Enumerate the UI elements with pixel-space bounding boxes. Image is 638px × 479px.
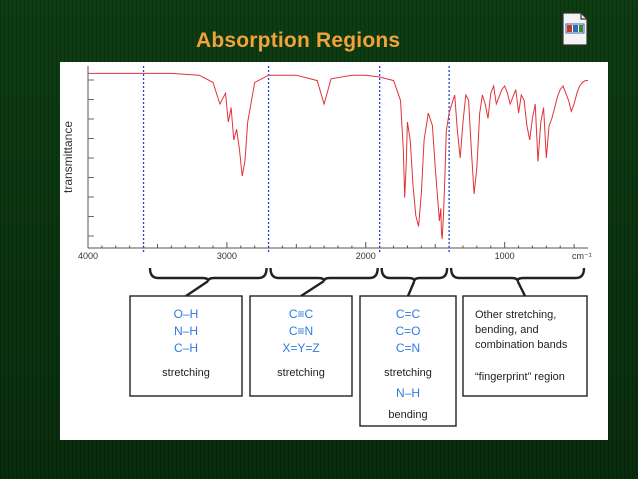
region-box — [249, 295, 353, 397]
group-formula: C≡C — [289, 307, 314, 321]
spectrum-panel: 4000 3000 2000 1000 transmittance cm⁻¹ O–H N… — [60, 62, 608, 440]
spectrum-line — [88, 72, 588, 240]
group-formula: C–H — [174, 341, 198, 355]
brace-connector — [406, 280, 416, 297]
x-tick-label: 1000 — [495, 251, 515, 261]
group-formula: C=C — [396, 307, 421, 321]
brace-connector — [300, 279, 325, 298]
region-caption: “fingerprint” region — [475, 371, 565, 383]
region-caption: stretching — [277, 367, 325, 379]
group-formula: X=Y=Z — [282, 341, 319, 355]
group-formula: N–H — [396, 386, 420, 400]
fingerprint-text: bending, and — [475, 324, 539, 336]
group-formula: O–H — [174, 307, 199, 321]
region-box — [359, 295, 457, 427]
region-brace — [380, 267, 449, 282]
fingerprint-text: combination bands — [475, 339, 568, 351]
group-formula: C=N — [396, 341, 420, 355]
ir-spectrum-chart: 4000 3000 2000 1000 transmittance cm⁻¹ O–H N… — [61, 66, 592, 427]
region-caption: stretching — [384, 367, 432, 379]
file-caption — [546, 50, 608, 60]
slide-title: Absorption Regions — [196, 29, 401, 52]
region-brace — [148, 267, 268, 282]
region-caption: bending — [388, 409, 427, 421]
region-box — [129, 295, 243, 397]
group-formula: C=O — [395, 324, 420, 338]
x-tick-label: 3000 — [217, 251, 237, 261]
region-box — [462, 295, 588, 397]
x-tick-label: 4000 — [78, 251, 98, 261]
x-axis-unit: cm⁻¹ — [572, 251, 592, 261]
region-brace — [449, 267, 586, 282]
x-tick-label: 2000 — [356, 251, 376, 261]
group-formula: N–H — [174, 324, 198, 338]
region-caption: stretching — [162, 367, 210, 379]
fingerprint-text: Other stretching, — [475, 309, 556, 321]
brace-connector — [185, 280, 209, 297]
y-axis-label: transmittance — [61, 121, 75, 193]
brace-connector — [516, 280, 527, 297]
document-icon[interactable] — [561, 12, 589, 46]
region-brace — [269, 267, 379, 282]
group-formula: C≡N — [289, 324, 313, 338]
